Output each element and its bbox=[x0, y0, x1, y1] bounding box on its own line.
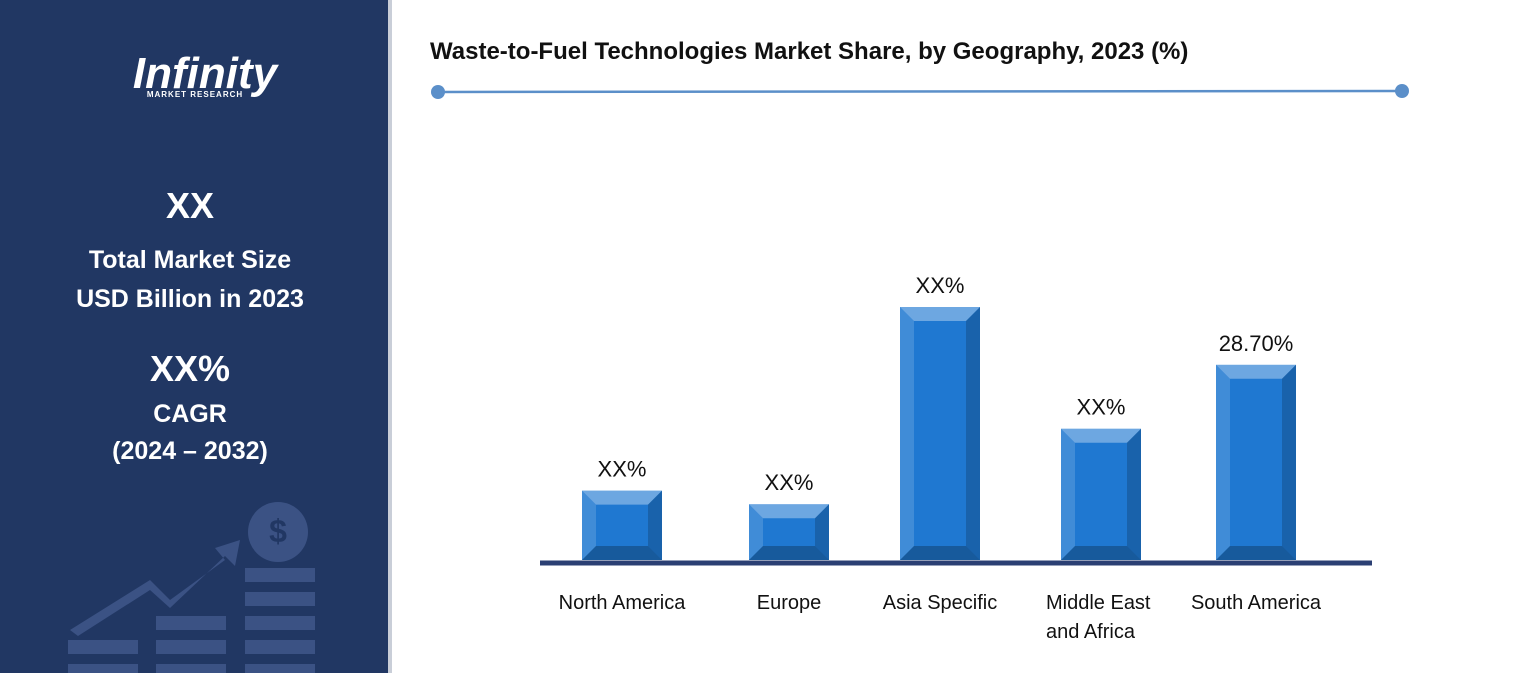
logo: Infinity bbox=[133, 49, 280, 98]
bar bbox=[900, 307, 980, 560]
bar-bevel bbox=[1127, 428, 1141, 560]
bar-bevel bbox=[900, 307, 914, 560]
bar-bevel bbox=[648, 490, 662, 560]
bar-bevel bbox=[749, 504, 763, 560]
cagr-period: (2024 – 2032) bbox=[112, 437, 268, 465]
bar-bevel bbox=[1216, 364, 1230, 560]
cagr-label: CAGR bbox=[153, 400, 227, 428]
x-tick-label: Europe bbox=[756, 592, 822, 614]
bar bbox=[1061, 428, 1141, 560]
chart-title: Waste-to-Fuel Technologies Market Share,… bbox=[430, 38, 1188, 65]
bar-bevel bbox=[1061, 546, 1141, 560]
value-label: XX% bbox=[765, 470, 814, 495]
bar-bevel bbox=[900, 307, 980, 321]
bar-bevel bbox=[1216, 546, 1296, 560]
x-tick-label: North America bbox=[558, 592, 686, 614]
rule-dot bbox=[431, 85, 445, 99]
logo-sub: MARKET RESEARCH bbox=[147, 90, 243, 99]
bar-bevel bbox=[582, 490, 596, 560]
panel-border bbox=[388, 0, 392, 673]
bar-bevel bbox=[900, 546, 980, 560]
market-size-label: USD Billion in 2023 bbox=[76, 285, 304, 313]
value-label: 28.70% bbox=[1219, 331, 1294, 356]
bar bbox=[582, 490, 662, 560]
value-label: XX% bbox=[916, 273, 965, 298]
value-label: XX% bbox=[598, 457, 647, 482]
bar-bevel bbox=[749, 546, 829, 560]
bar-bevel bbox=[1061, 428, 1075, 560]
side-panel bbox=[0, 0, 390, 673]
bar-bevel bbox=[1061, 428, 1141, 443]
market-size: XX bbox=[165, 185, 215, 226]
decor-dollar: $ bbox=[269, 513, 287, 549]
bar-bevel bbox=[749, 504, 829, 519]
decor-icon bbox=[68, 502, 315, 673]
cagr: XX% bbox=[149, 348, 231, 389]
value-label: XX% bbox=[1077, 395, 1126, 420]
market-size-label: Total Market Size bbox=[88, 246, 292, 274]
rule-dot bbox=[1395, 84, 1409, 98]
bar-bevel bbox=[582, 546, 662, 560]
title-rule bbox=[437, 89, 1403, 94]
x-tick-label: Asia Specific bbox=[882, 592, 998, 614]
bar bbox=[749, 504, 829, 560]
bar-bevel bbox=[815, 504, 829, 560]
bar-bevel bbox=[1216, 364, 1296, 379]
bar-bevel bbox=[1282, 364, 1296, 560]
x-tick-label: South America bbox=[1190, 592, 1322, 614]
x-tick-label: Middle East and Africa bbox=[1046, 592, 1151, 643]
bar bbox=[1216, 364, 1296, 560]
bar-bevel bbox=[582, 490, 662, 505]
bar-bevel bbox=[966, 307, 980, 560]
